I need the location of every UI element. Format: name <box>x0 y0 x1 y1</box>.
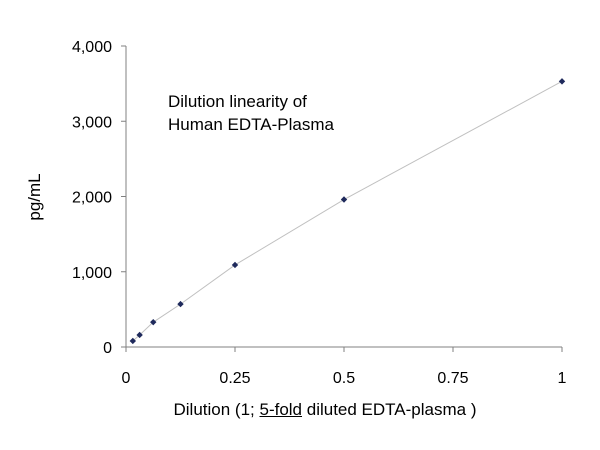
y-tick-label: 0 <box>103 340 112 357</box>
x-tick-label: 0.25 <box>219 370 250 387</box>
y-tick-label: 2,000 <box>72 190 112 207</box>
y-axis-title: pg/mL <box>25 173 44 220</box>
data-point <box>231 261 239 269</box>
data-point <box>177 300 184 308</box>
x-tick-label: 1 <box>558 370 567 387</box>
data-point <box>136 331 143 339</box>
x-tick-label: 0 <box>122 370 131 387</box>
data-point <box>340 196 348 203</box>
y-tick-label: 4,000 <box>72 39 112 56</box>
data-points <box>129 78 566 345</box>
data-point <box>129 337 137 345</box>
y-tick-label: 3,000 <box>72 114 112 131</box>
data-point <box>150 318 157 326</box>
x-axis-title-part-3: diluted EDTA-plasma ) <box>302 400 477 419</box>
annotation-line-1: Dilution linearity of <box>168 92 307 111</box>
x-axis-title: Dilution (1; 5-fold diluted EDTA-plasma … <box>0 400 600 420</box>
x-axis-title-part-1: Dilution (1; <box>173 400 260 419</box>
x-tick-label: 0.75 <box>437 370 468 387</box>
annotation-line-2: Human EDTA-Plasma <box>168 115 334 134</box>
x-tick-label: 0.5 <box>333 370 355 387</box>
ticks: 0 1,000 2,000 3,000 4,000 0 0.25 0.5 0.75 1 <box>72 39 567 387</box>
y-tick-label: 1,000 <box>72 265 112 282</box>
x-axis-title-underlined: 5-fold <box>259 400 303 419</box>
data-point <box>558 78 566 85</box>
